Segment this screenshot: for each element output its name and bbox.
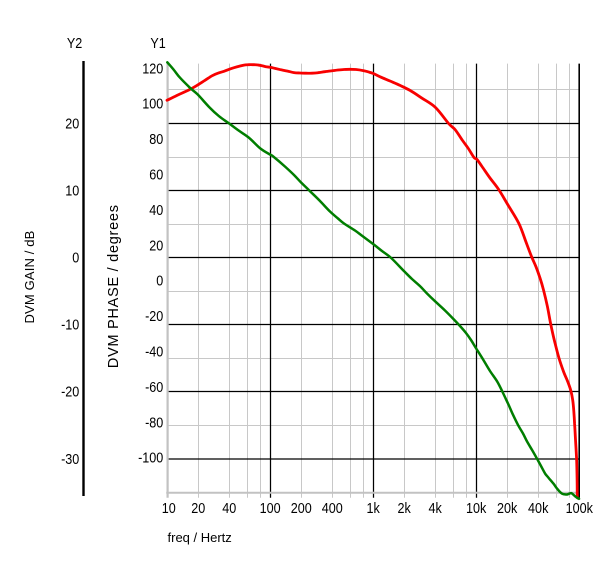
- svg-text:10: 10: [65, 182, 79, 199]
- svg-text:200: 200: [291, 499, 312, 516]
- svg-text:100k: 100k: [566, 499, 593, 516]
- svg-text:40k: 40k: [528, 499, 548, 516]
- svg-text:400: 400: [322, 499, 343, 516]
- svg-text:100: 100: [260, 499, 281, 516]
- svg-text:10k: 10k: [466, 499, 486, 516]
- svg-text:10: 10: [162, 499, 176, 516]
- svg-text:20: 20: [191, 499, 205, 516]
- svg-text:-20: -20: [61, 383, 79, 400]
- svg-text:20: 20: [65, 115, 79, 132]
- svg-text:20k: 20k: [497, 499, 517, 516]
- svg-text:-100: -100: [138, 449, 163, 466]
- svg-text:40: 40: [149, 201, 163, 218]
- svg-text:40: 40: [222, 499, 236, 516]
- svg-text:-80: -80: [145, 413, 163, 430]
- svg-text:Y1: Y1: [150, 34, 166, 51]
- svg-text:0: 0: [156, 272, 163, 289]
- svg-text:-60: -60: [145, 378, 163, 395]
- svg-text:2k: 2k: [398, 499, 411, 516]
- svg-text:100: 100: [142, 95, 163, 112]
- svg-text:DVM GAIN / dB: DVM GAIN / dB: [22, 231, 37, 324]
- svg-text:Y2: Y2: [67, 34, 82, 51]
- svg-text:-30: -30: [61, 450, 79, 467]
- svg-text:20: 20: [149, 236, 163, 253]
- svg-text:DVM PHASE / degrees: DVM PHASE / degrees: [106, 204, 122, 368]
- svg-text:-40: -40: [145, 342, 163, 359]
- svg-text:60: 60: [149, 165, 163, 182]
- svg-text:1k: 1k: [367, 499, 380, 516]
- svg-text:-10: -10: [61, 316, 79, 333]
- svg-text:80: 80: [149, 130, 163, 147]
- svg-text:0: 0: [72, 249, 79, 266]
- svg-text:-20: -20: [145, 307, 163, 324]
- svg-text:freq / Hertz: freq / Hertz: [168, 530, 232, 545]
- svg-text:120: 120: [142, 59, 163, 76]
- svg-text:4k: 4k: [429, 499, 442, 516]
